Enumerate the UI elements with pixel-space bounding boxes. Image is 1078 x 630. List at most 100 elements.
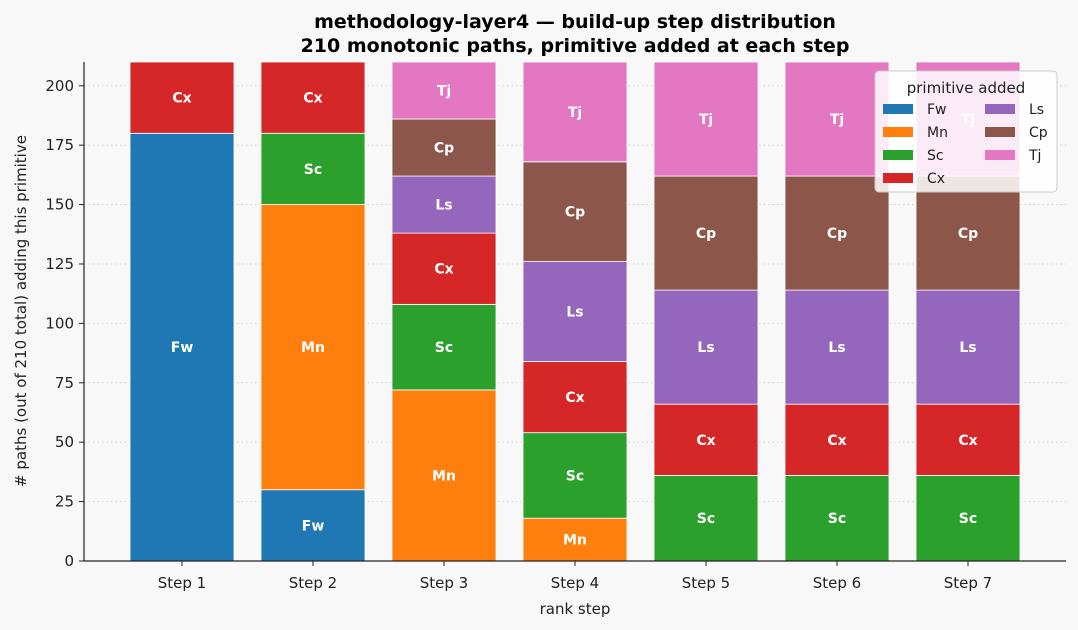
bar-segment-tj xyxy=(653,61,759,177)
legend-entry-cp: Cp xyxy=(1029,125,1048,141)
segment-label: Tj xyxy=(568,105,582,121)
segment-label: Sc xyxy=(435,340,453,356)
x-tick-label: Step 7 xyxy=(944,574,992,592)
bar-segment-cx xyxy=(653,403,759,476)
segment-label: Fw xyxy=(171,340,194,356)
legend: primitive added Fw Mn Sc Cx Ls Cp Tj xyxy=(874,70,1058,193)
y-tick-label: 75 xyxy=(55,374,74,392)
y-axis-label: # paths (out of 210 total) adding this p… xyxy=(12,135,30,487)
legend-box xyxy=(874,70,1058,193)
axes: 0 25 50 75 100 125 150 175 200 Step 1 Step 2 Step 3… xyxy=(45,62,1066,592)
y-tick-label: 125 xyxy=(45,255,74,273)
segment-label: Ls xyxy=(566,305,583,321)
legend-entry-fw: Fw xyxy=(927,102,947,118)
x-axis-label: rank step xyxy=(540,600,611,618)
segment-label: Cx xyxy=(696,433,715,449)
chart-title: methodology-layer4 — build-up step distr… xyxy=(314,11,836,33)
segment-label: Cp xyxy=(434,141,454,157)
segment-label: Mn xyxy=(301,340,325,356)
legend-swatch-cx xyxy=(883,173,913,183)
segment-label: Cp xyxy=(827,226,847,242)
x-tick-label: Step 1 xyxy=(158,574,206,592)
segment-label: Tj xyxy=(437,84,451,100)
bar-segment-sc xyxy=(653,475,759,562)
bar-segment-cx xyxy=(915,403,1021,476)
bar-segment-tj xyxy=(391,61,497,120)
segment-label: Cx xyxy=(172,91,191,107)
bar-segment-cx xyxy=(522,360,628,434)
bar-segment-cp xyxy=(522,161,628,263)
bar-segment-sc xyxy=(391,303,497,391)
y-tick-label: 150 xyxy=(45,196,74,214)
segment-label: Tj xyxy=(830,112,844,128)
bar-segment-sc xyxy=(784,475,890,562)
segment-label: Ls xyxy=(435,198,452,214)
y-tick-label: 50 xyxy=(55,433,74,451)
segment-label: Cx xyxy=(434,262,453,278)
bar-segment-ls xyxy=(391,175,497,234)
bar-segment-mn xyxy=(522,517,628,562)
bar-segment-mn xyxy=(391,389,497,562)
bar-segment-sc xyxy=(915,475,1021,562)
bar-segment-ls xyxy=(653,289,759,405)
y-tick-label: 0 xyxy=(64,552,74,570)
segment-label: Cp xyxy=(696,226,716,242)
bar-segment-tj xyxy=(522,61,628,163)
bar-segment-sc xyxy=(260,132,366,205)
segment-label: Cx xyxy=(303,91,322,107)
bar-segment-mn xyxy=(260,204,366,491)
segment-label: Tj xyxy=(699,112,713,128)
legend-swatch-cp xyxy=(985,127,1015,137)
legend-entry-cx: Cx xyxy=(927,171,945,187)
segment-label: Sc xyxy=(304,162,322,178)
bar-segment-cp xyxy=(653,175,759,291)
bar-segment-sc xyxy=(522,432,628,519)
segment-label: Fw xyxy=(302,518,325,534)
bar-segment-ls xyxy=(522,261,628,362)
x-tick-label: Step 2 xyxy=(289,574,337,592)
bar-segment-fw xyxy=(260,489,366,562)
y-tick-label: 100 xyxy=(45,314,74,332)
x-tick-label: Step 3 xyxy=(420,574,468,592)
chart-subtitle: 210 monotonic paths, primitive added at … xyxy=(301,35,850,57)
bar-segment-fw xyxy=(129,132,235,562)
segment-label: Ls xyxy=(959,340,976,356)
y-tick-label: 200 xyxy=(45,77,74,95)
segment-label: Ls xyxy=(697,340,714,356)
x-tick-label: Step 6 xyxy=(813,574,861,592)
bar-segment-cp xyxy=(391,118,497,177)
segment-labels: Fw Cx Fw Mn Sc Cx Mn Sc Cx Ls Cp Tj Mn Sc Cx Ls Cp Tj Sc Cx… xyxy=(171,84,978,549)
legend-swatch-tj xyxy=(985,150,1015,160)
legend-swatch-fw xyxy=(883,104,913,114)
segment-label: Cp xyxy=(958,226,978,242)
bar-segment-cx xyxy=(391,232,497,305)
legend-swatch-mn xyxy=(883,127,913,137)
segment-label: Cx xyxy=(827,433,846,449)
bar-segment-cx xyxy=(784,403,890,476)
legend-entry-tj: Tj xyxy=(1028,148,1041,164)
legend-title: primitive added xyxy=(907,79,1026,97)
segment-label: Ls xyxy=(828,340,845,356)
legend-entry-ls: Ls xyxy=(1029,102,1044,118)
segment-label: Mn xyxy=(563,533,587,549)
y-tick-label: 175 xyxy=(45,136,74,154)
segment-label: Sc xyxy=(959,511,977,527)
legend-entry-sc: Sc xyxy=(927,148,944,164)
bar-segment-ls xyxy=(915,289,1021,405)
segment-label: Sc xyxy=(566,468,584,484)
legend-swatch-ls xyxy=(985,104,1015,114)
legend-entry-mn: Mn xyxy=(927,125,948,141)
segment-label: Cp xyxy=(565,205,585,221)
legend-swatch-sc xyxy=(883,150,913,160)
segment-label: Cx xyxy=(565,390,584,406)
segment-label: Cx xyxy=(958,433,977,449)
bar-segment-cx xyxy=(129,61,235,134)
x-tick-label: Step 4 xyxy=(551,574,599,592)
segment-label: Sc xyxy=(828,511,846,527)
x-tick-label: Step 5 xyxy=(682,574,730,592)
bar-segment-cx xyxy=(260,61,366,134)
segment-label: Sc xyxy=(697,511,715,527)
bar-segment-ls xyxy=(784,289,890,405)
y-tick-label: 25 xyxy=(55,493,74,511)
